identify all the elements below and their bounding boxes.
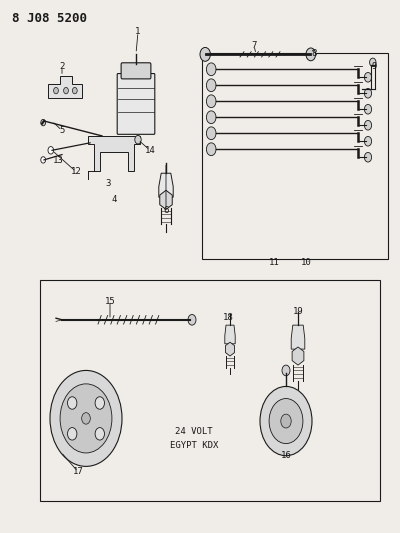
Circle shape [281, 414, 291, 428]
Circle shape [68, 427, 77, 440]
Text: 10: 10 [301, 258, 311, 266]
Polygon shape [48, 76, 82, 98]
Circle shape [206, 63, 216, 76]
Circle shape [54, 87, 58, 94]
Polygon shape [291, 325, 305, 349]
Circle shape [282, 365, 290, 376]
Polygon shape [160, 190, 172, 209]
Circle shape [41, 119, 46, 126]
Circle shape [364, 120, 372, 130]
Circle shape [60, 384, 112, 453]
Text: EGYPT KDX: EGYPT KDX [170, 441, 218, 449]
Circle shape [206, 143, 216, 156]
Circle shape [41, 157, 46, 163]
FancyBboxPatch shape [117, 74, 155, 134]
Polygon shape [225, 325, 235, 344]
Text: 12: 12 [71, 167, 81, 176]
Text: 8 J08 5200: 8 J08 5200 [12, 12, 87, 25]
Circle shape [206, 111, 216, 124]
Text: 16: 16 [281, 451, 291, 460]
Text: 1: 1 [135, 28, 141, 36]
Bar [202, 53, 388, 259]
Bar [40, 280, 380, 501]
Text: 6: 6 [163, 206, 169, 215]
Text: 5: 5 [59, 126, 65, 135]
Polygon shape [159, 173, 173, 197]
Circle shape [364, 72, 372, 82]
Circle shape [364, 152, 372, 162]
Circle shape [364, 104, 372, 114]
Circle shape [206, 79, 216, 92]
Text: 18: 18 [223, 313, 233, 321]
Text: 13: 13 [53, 157, 63, 165]
Circle shape [306, 48, 316, 61]
Circle shape [269, 399, 303, 443]
Circle shape [370, 58, 376, 67]
Text: 11: 11 [269, 258, 279, 266]
Circle shape [364, 136, 372, 146]
Polygon shape [292, 347, 304, 365]
Circle shape [50, 370, 122, 466]
Text: 19: 19 [293, 308, 303, 316]
Circle shape [260, 386, 312, 456]
Circle shape [206, 95, 216, 108]
Circle shape [188, 314, 196, 325]
Text: 9: 9 [371, 62, 377, 71]
Text: 24 VOLT: 24 VOLT [175, 427, 213, 436]
Circle shape [72, 87, 77, 94]
Text: 15: 15 [105, 297, 115, 305]
Circle shape [364, 88, 372, 98]
Circle shape [68, 397, 77, 409]
Circle shape [135, 135, 141, 144]
Text: 4: 4 [111, 196, 117, 204]
Text: 2: 2 [59, 62, 65, 71]
Text: 14: 14 [145, 146, 155, 155]
Text: 7: 7 [251, 41, 257, 50]
Circle shape [206, 127, 216, 140]
Circle shape [64, 87, 68, 94]
Circle shape [95, 397, 104, 409]
FancyBboxPatch shape [121, 63, 151, 79]
Circle shape [48, 147, 54, 154]
Circle shape [95, 427, 104, 440]
Circle shape [200, 47, 210, 61]
Text: 3: 3 [105, 180, 111, 188]
Text: 8: 8 [311, 49, 317, 58]
Circle shape [82, 413, 90, 424]
Polygon shape [88, 136, 140, 171]
Polygon shape [226, 342, 234, 356]
Text: 17: 17 [73, 467, 83, 476]
